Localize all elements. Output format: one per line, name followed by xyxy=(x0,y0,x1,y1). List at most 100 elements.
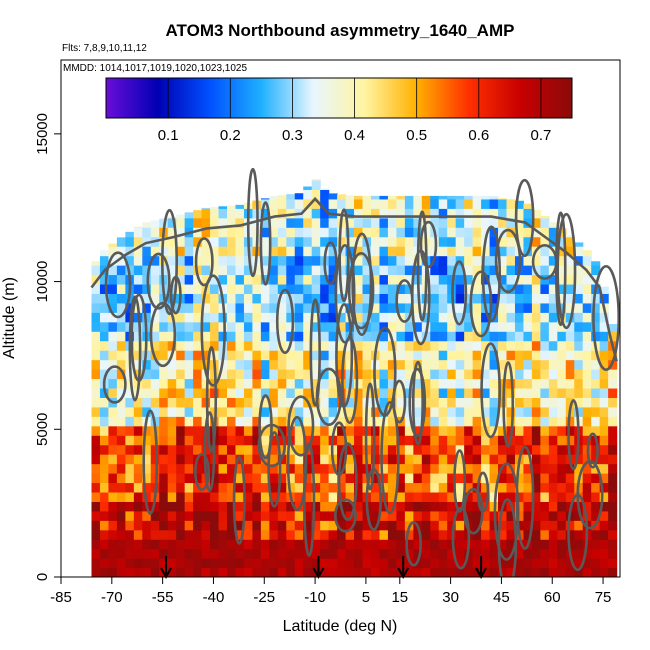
heatmap-cell xyxy=(167,454,177,465)
heatmap-cell xyxy=(514,312,525,323)
heatmap-cell xyxy=(91,369,101,380)
heatmap-cell xyxy=(252,331,262,342)
heatmap-cell xyxy=(91,529,101,540)
heatmap-cell xyxy=(608,463,618,474)
heatmap-cell xyxy=(574,510,584,521)
heatmap-cell xyxy=(277,274,287,285)
heatmap-cell xyxy=(514,491,525,502)
heatmap-cell xyxy=(404,491,414,502)
heatmap-cell xyxy=(303,331,313,342)
heatmap-cell xyxy=(430,473,440,484)
heatmap-cell xyxy=(99,482,110,493)
heatmap-cell xyxy=(438,454,448,465)
heatmap-cell xyxy=(201,331,211,342)
heatmap-cell xyxy=(167,435,177,446)
heatmap-cell xyxy=(599,548,609,559)
heatmap-cell xyxy=(328,293,338,304)
heatmap-cell xyxy=(379,567,389,577)
heatmap-cell xyxy=(184,406,194,417)
heatmap-cell xyxy=(142,491,152,502)
heatmap-cell xyxy=(498,539,508,550)
heatmap-cell xyxy=(303,463,313,474)
heatmap-cell xyxy=(133,491,143,502)
heatmap-cell xyxy=(548,265,558,276)
heatmap-cell xyxy=(387,198,397,209)
heatmap-cell xyxy=(370,217,381,228)
heatmap-cell xyxy=(379,548,389,559)
heatmap-cell xyxy=(557,387,567,398)
heatmap-cell xyxy=(531,378,541,389)
heatmap-cell xyxy=(438,416,448,427)
heatmap-cell xyxy=(235,208,245,219)
heatmap-cell xyxy=(133,529,143,540)
heatmap-cell xyxy=(464,501,474,512)
heatmap-cell xyxy=(311,350,321,361)
heatmap-cell xyxy=(574,331,584,342)
heatmap-cell xyxy=(565,435,575,446)
heatmap-cell xyxy=(387,435,397,446)
heatmap-cell xyxy=(464,510,474,521)
heatmap-cell xyxy=(489,359,499,370)
heatmap-cell xyxy=(116,302,126,313)
heatmap-cell xyxy=(396,195,406,200)
heatmap-cell xyxy=(227,473,237,484)
heatmap-cell xyxy=(159,482,169,493)
heatmap-cell xyxy=(455,331,465,342)
heatmap-cell xyxy=(438,558,448,569)
heatmap-cell xyxy=(201,321,211,332)
heatmap-cell xyxy=(142,463,152,474)
heatmap-cell xyxy=(489,217,499,228)
heatmap-cell xyxy=(108,293,118,304)
heatmap-cell xyxy=(608,501,618,512)
heatmap-cell xyxy=(184,331,194,342)
heatmap-cell xyxy=(286,482,296,493)
heatmap-cell xyxy=(210,302,220,313)
heatmap-cell xyxy=(286,416,296,427)
heatmap-cell xyxy=(404,331,414,342)
heatmap-cell xyxy=(184,212,194,219)
heatmap-cell xyxy=(116,293,126,304)
heatmap-cell xyxy=(599,331,609,342)
heatmap-cell xyxy=(447,255,457,266)
heatmap-cell xyxy=(133,473,143,484)
heatmap-cell xyxy=(362,283,372,294)
heatmap-cell xyxy=(294,369,304,380)
heatmap-cell xyxy=(379,302,389,313)
heatmap-cell xyxy=(99,283,110,294)
heatmap-cell xyxy=(557,255,567,266)
heatmap-cell xyxy=(531,482,541,493)
plot-area xyxy=(90,167,620,577)
heatmap-cell xyxy=(421,425,431,436)
heatmap-cell xyxy=(404,283,414,294)
heatmap-cell xyxy=(294,193,304,200)
heatmap-cell xyxy=(531,321,541,332)
heatmap-cell xyxy=(176,510,186,521)
heatmap-cell xyxy=(303,501,313,512)
heatmap-cell xyxy=(531,444,541,455)
heatmap-cell xyxy=(311,359,321,370)
heatmap-cell xyxy=(481,340,491,351)
heatmap-cell xyxy=(286,350,296,361)
heatmap-cell xyxy=(413,463,423,474)
heatmap-cell xyxy=(320,482,330,493)
heatmap-cell xyxy=(506,539,516,550)
heatmap-cell xyxy=(91,387,101,398)
heatmap-cell xyxy=(227,529,237,540)
heatmap-cell xyxy=(235,387,245,398)
heatmap-cell xyxy=(387,510,397,521)
heatmap-cell xyxy=(184,265,194,276)
heatmap-cell xyxy=(133,520,143,531)
heatmap-cell xyxy=(142,567,152,577)
heatmap-cell xyxy=(599,350,609,361)
heatmap-cell xyxy=(574,406,584,417)
heatmap-cell xyxy=(481,444,491,455)
heatmap-cell xyxy=(150,220,160,228)
heatmap-cell xyxy=(608,387,618,398)
heatmap-cell xyxy=(599,501,609,512)
heatmap-cell xyxy=(481,520,491,531)
heatmap-cell xyxy=(438,293,448,304)
flight-arrow-0 xyxy=(160,556,172,580)
heatmap-cell xyxy=(531,548,541,559)
heatmap-cell xyxy=(370,463,381,474)
heatmap-cell xyxy=(243,529,254,540)
